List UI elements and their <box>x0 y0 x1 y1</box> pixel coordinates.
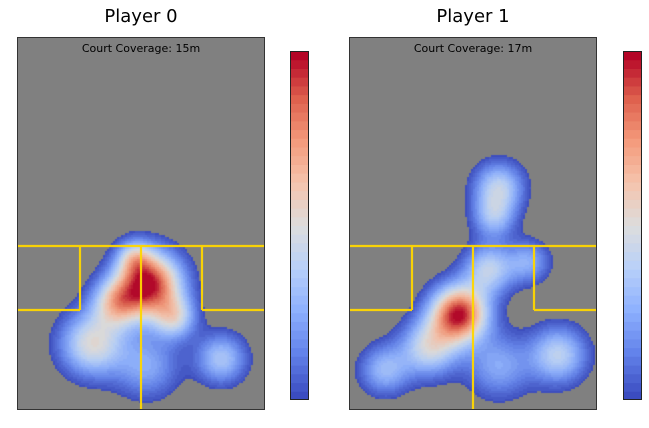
colorbar-segment <box>290 208 309 218</box>
colorbar-segment <box>290 338 309 349</box>
colorbar-segment <box>290 59 309 69</box>
colorbar-frame <box>290 51 309 400</box>
colorbar-segment <box>623 234 642 244</box>
colorbar-segment <box>623 286 642 296</box>
colorbar-segment <box>623 181 642 192</box>
colorbar-segment <box>290 85 309 96</box>
chart-title-player-1: Player 1 <box>436 6 510 27</box>
colorbar-segment <box>290 277 309 288</box>
colorbar-segment <box>623 146 642 157</box>
colorbar-segment <box>290 347 309 357</box>
colorbar-segment <box>623 365 642 375</box>
colorbar-segment <box>623 304 642 314</box>
colorbar-segment <box>623 391 642 400</box>
colorbar-segment <box>290 155 309 165</box>
colorbar-segment <box>623 347 642 357</box>
colorbar-segment <box>290 391 309 400</box>
colorbar-segment <box>623 225 642 235</box>
colorbar-segment <box>290 295 309 305</box>
colorbar-segment <box>290 286 309 296</box>
court-coverage-label: Court Coverage: 17m <box>414 42 532 55</box>
colorbar-segment <box>290 51 309 61</box>
colorbar-segment <box>290 260 309 270</box>
plot-frame <box>17 37 265 410</box>
colorbar-segment <box>623 51 642 61</box>
colorbar-segment <box>290 242 309 253</box>
court-lines <box>349 244 597 410</box>
colorbar-segment <box>290 103 309 113</box>
colorbar-segment <box>623 85 642 96</box>
colorbar-segment <box>290 330 309 340</box>
colorbar-segment <box>290 181 309 192</box>
colorbar-segment <box>290 129 309 139</box>
colorbar-segment <box>623 312 642 322</box>
colorbar-segment <box>623 382 642 392</box>
colorbar-segment <box>623 120 642 131</box>
colorbar-segment <box>290 251 309 261</box>
colorbar-segment <box>290 234 309 244</box>
colorbar-segment <box>290 68 309 78</box>
colorbar-segment <box>623 103 642 113</box>
colorbar-segment <box>290 120 309 131</box>
plot-frame <box>349 37 597 410</box>
colorbar-segment <box>623 251 642 261</box>
colorbar-segment <box>290 112 309 122</box>
colorbar-segment <box>290 365 309 375</box>
colorbar-segment <box>290 382 309 392</box>
colorbar-segment <box>290 190 309 200</box>
colorbar-segment <box>290 199 309 209</box>
colorbar-segment <box>623 356 642 366</box>
colorbar-segment <box>623 208 642 218</box>
colorbar-segment <box>623 338 642 349</box>
colorbar-segment <box>290 164 309 174</box>
colorbar-segment <box>290 269 309 279</box>
colorbar-segment <box>623 242 642 253</box>
colorbar-segment <box>623 112 642 122</box>
colorbar-segment <box>623 68 642 78</box>
colorbar-segment <box>290 373 309 384</box>
colorbar-segment <box>623 330 642 340</box>
colorbar-frame <box>623 51 642 400</box>
colorbar-segment <box>623 199 642 209</box>
colorbar-segment <box>623 129 642 139</box>
colorbar-segment <box>623 295 642 305</box>
colorbar-segment <box>290 321 309 331</box>
colorbar-segment <box>290 304 309 314</box>
colorbar-segment <box>623 164 642 174</box>
colorbar-segment <box>623 173 642 183</box>
colorbar-segment <box>623 216 642 226</box>
colorbar-segment <box>623 155 642 165</box>
colorbar-player-0 <box>290 51 309 400</box>
colorbar-segment <box>623 94 642 104</box>
colorbar-segment <box>623 190 642 200</box>
colorbar-segment <box>290 173 309 183</box>
court-coverage-label: Court Coverage: 15m <box>82 42 200 55</box>
colorbar-segment <box>290 225 309 235</box>
colorbar-segment <box>623 260 642 270</box>
colorbar-segment <box>290 77 309 87</box>
colorbar-segment <box>623 277 642 288</box>
chart-title-player-0: Player 0 <box>104 6 178 27</box>
court-heatmap-player-1: Court Coverage: 17m <box>349 37 597 410</box>
colorbar-segment <box>290 138 309 148</box>
colorbar-segment <box>623 373 642 384</box>
colorbar-segment <box>623 138 642 148</box>
court-lines <box>17 244 265 410</box>
colorbar-segment <box>290 216 309 226</box>
colorbar-segment <box>290 356 309 366</box>
colorbar-player-1 <box>623 51 642 400</box>
colorbar-segment <box>623 269 642 279</box>
colorbar-segment <box>623 321 642 331</box>
colorbar-segment <box>290 312 309 322</box>
colorbar-segment <box>290 94 309 104</box>
court-heatmap-player-0: Court Coverage: 15m <box>17 37 265 410</box>
colorbar-segment <box>623 59 642 69</box>
colorbar-segment <box>290 146 309 157</box>
colorbar-segment <box>623 77 642 87</box>
